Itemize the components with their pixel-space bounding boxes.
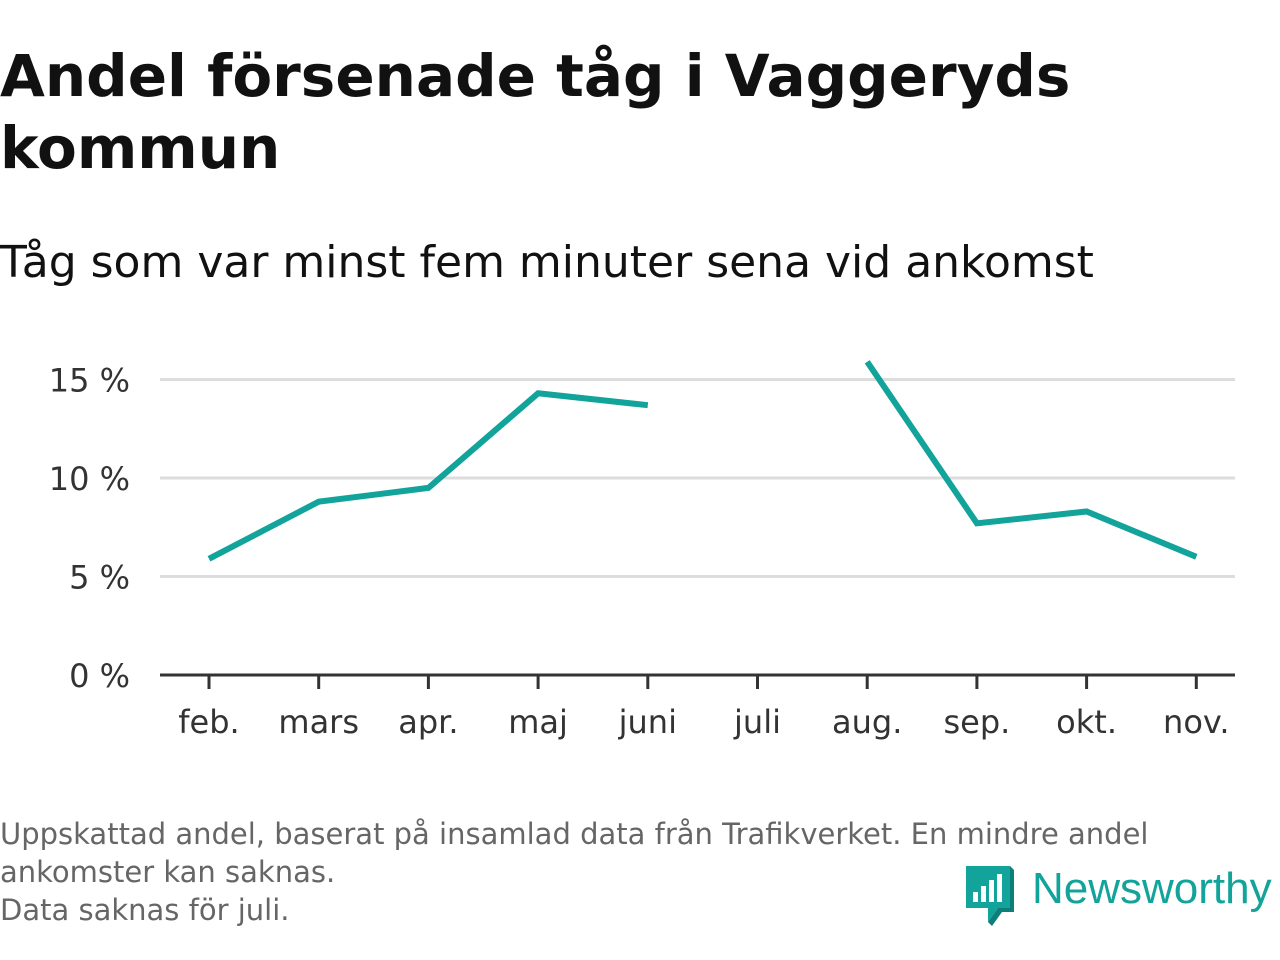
y-tick-label: 5 % <box>69 559 130 597</box>
x-axis <box>160 673 1235 689</box>
x-tick-label: juli <box>733 703 781 741</box>
x-tick-label: sep. <box>943 703 1010 741</box>
footnote-line-2: ankomster kan saknas. <box>0 855 336 889</box>
line-chart: 0 % 5 % 10 % 15 % feb. mars apr. maj juni juli au… <box>49 360 1235 741</box>
x-tick-label: maj <box>508 703 568 741</box>
x-tick-label: nov. <box>1163 703 1229 741</box>
x-tick-label: apr. <box>398 703 458 741</box>
footnote: Uppskattad andel, baserat på insamlad da… <box>0 815 1260 929</box>
x-tick-label: aug. <box>832 703 902 741</box>
x-axis-tick-labels: feb. mars apr. maj juni juli aug. sep. okt. nov. <box>178 703 1229 741</box>
footnote-line-1: Uppskattad andel, baserat på insamlad da… <box>0 817 1149 851</box>
series-line <box>207 360 1198 562</box>
x-tick-label: juni <box>618 703 677 741</box>
chart-subtitle: Tåg som var minst fem minuter sena vid a… <box>0 237 1094 288</box>
brand-name: Newsworthy <box>1032 864 1272 913</box>
footnote-line-3: Data saknas för juli. <box>0 893 290 927</box>
x-tick-label: okt. <box>1056 703 1117 741</box>
x-tick-label: mars <box>278 703 359 741</box>
series-line-segment <box>207 390 649 562</box>
y-tick-label: 15 % <box>49 362 130 400</box>
y-tick-label: 10 % <box>49 460 130 498</box>
x-tick-label: feb. <box>178 703 239 741</box>
gridlines <box>160 378 1235 579</box>
newsworthy-bar-chart-badge-icon <box>966 866 1014 926</box>
y-axis-tick-labels: 0 % 5 % 10 % 15 % <box>49 362 130 695</box>
y-tick-label: 0 % <box>69 657 130 695</box>
chart-title: Andel försenade tåg i Vaggeryds kommun <box>0 42 1071 182</box>
newsworthy-logo: Newsworthy <box>962 864 1280 928</box>
series-line-segment <box>864 360 1198 560</box>
